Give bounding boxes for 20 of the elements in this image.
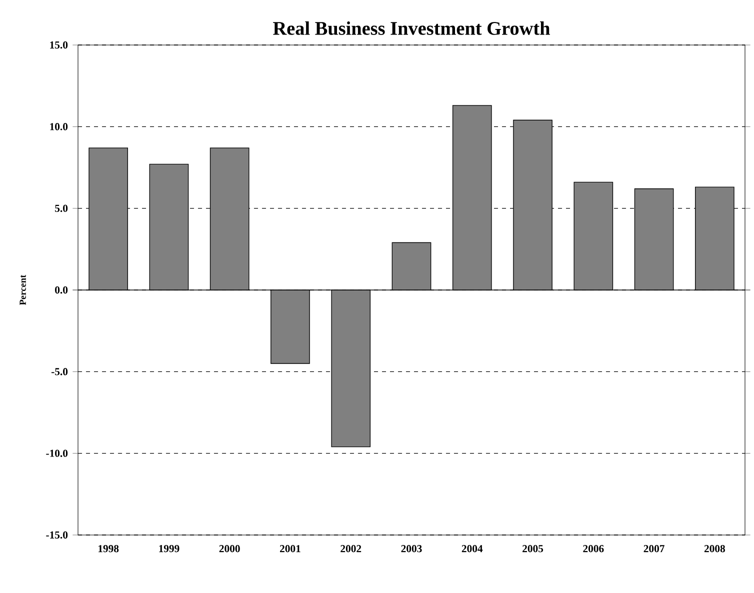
y-tick-label: -10.0	[46, 450, 68, 457]
y-tick-label: 15.0	[50, 41, 68, 49]
x-tick-label: 1998	[98, 545, 119, 552]
x-tick-label: 2006	[583, 545, 604, 552]
x-tick-label: 2001	[280, 545, 300, 552]
y-tick-label: 10.0	[50, 123, 68, 130]
x-tick-label: 1999	[159, 545, 180, 552]
y-tick-label: 0.0	[55, 286, 68, 294]
chart-title: Real Business Investment Growth	[273, 21, 550, 35]
x-tick-label: 2004	[462, 545, 483, 552]
y-axis-title: Percent	[20, 274, 26, 306]
y-tick-label: -5.0	[51, 368, 68, 376]
x-tick-label: 2002	[340, 545, 362, 552]
x-tick-label: 2000	[219, 545, 240, 552]
x-tick-label: 2003	[401, 545, 422, 552]
x-tick-label: 2005	[522, 545, 544, 552]
y-tick-label: -15.0	[46, 531, 68, 539]
y-tick-label: 5.0	[55, 204, 68, 212]
x-tick-label: 2007	[644, 545, 664, 552]
x-tick-label: 2008	[704, 545, 725, 552]
